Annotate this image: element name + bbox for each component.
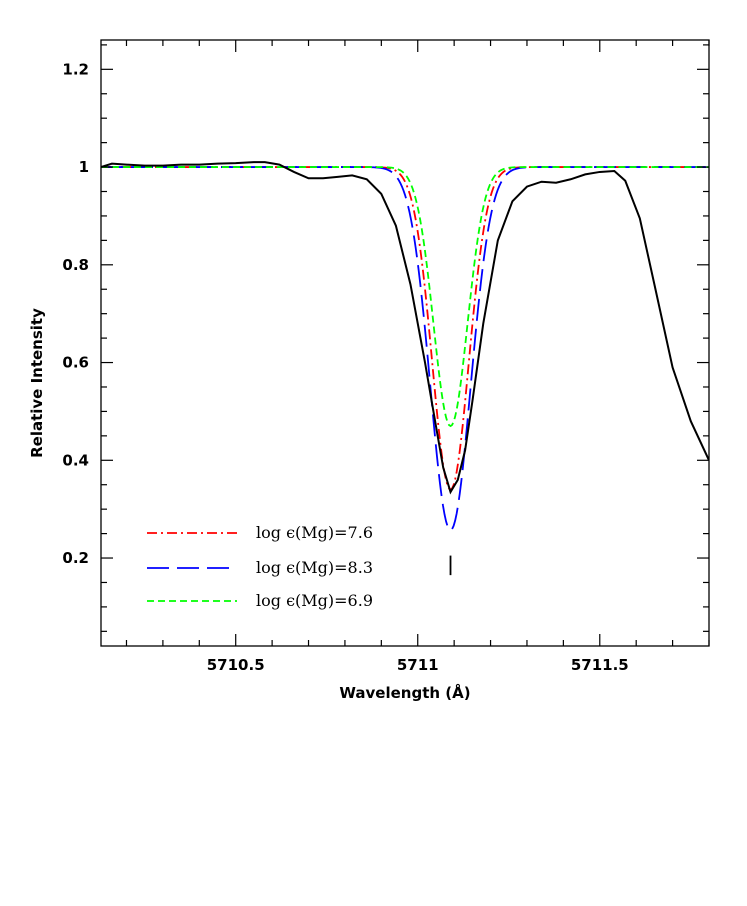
x-tick-label: 5711	[397, 656, 439, 674]
legend-label: log ϵ(Mg)=8.3	[256, 558, 373, 577]
x-tick-label: 5710.5	[207, 656, 265, 674]
y-tick-label: 1	[79, 158, 89, 176]
x-tick-label: 5711.5	[571, 656, 629, 674]
y-tick-label: 0.6	[62, 354, 89, 372]
y-tick-label: 0.2	[62, 549, 89, 567]
y-tick-label: 0.4	[62, 451, 89, 469]
y-tick-label: 0.8	[62, 256, 89, 274]
y-tick-label: 1.2	[62, 60, 89, 78]
legend: log ϵ(Mg)=7.6 log ϵ(Mg)=8.3 log ϵ(Mg)=6.9	[147, 523, 373, 610]
legend-label: log ϵ(Mg)=6.9	[256, 591, 373, 610]
tick-labels: 5710.5 5711 5711.5 0.2 0.4 0.6 0.8 1 1.2	[62, 60, 628, 674]
plot-content	[101, 161, 709, 576]
x-axis-title: Wavelength (Å)	[339, 683, 470, 702]
legend-label: log ϵ(Mg)=7.6	[256, 523, 373, 542]
observed-spectrum-line	[101, 161, 709, 495]
plot-frame	[100, 39, 710, 647]
axis-ticks	[101, 40, 710, 646]
model-spectrum-line	[101, 166, 709, 428]
model-spectrum-line	[101, 166, 709, 532]
model-spectrum-line	[101, 166, 709, 491]
y-axis-title: Relative Intensity	[28, 308, 46, 458]
